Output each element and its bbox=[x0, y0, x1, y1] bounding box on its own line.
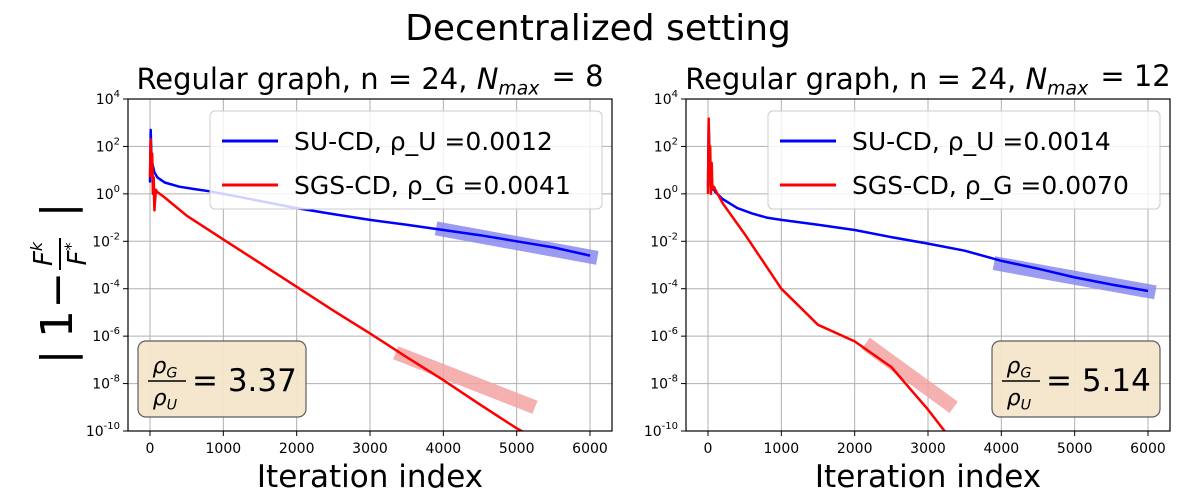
x-tick-label: 1000 bbox=[764, 441, 800, 457]
chart-title: Regular graph, n = 24, Nmax = 12 bbox=[685, 59, 1171, 100]
ratio-box bbox=[991, 340, 1161, 418]
fit-band bbox=[861, 337, 958, 413]
legend-label: SGS-CD, ρ_G =0.0070 bbox=[852, 171, 1129, 200]
y-tick-label: 10-4 bbox=[92, 279, 120, 298]
legend-label: SU-CD, ρ_U =0.0014 bbox=[852, 127, 1111, 156]
legend-box bbox=[209, 110, 603, 210]
y-axis-label-denominator: F* bbox=[61, 243, 93, 266]
plot-lines bbox=[706, 117, 1157, 431]
ratio-box bbox=[137, 340, 307, 418]
axes-frame bbox=[685, 98, 1171, 432]
y-tick-label: 10-4 bbox=[650, 279, 678, 298]
y-axis-label-one: 1 bbox=[32, 310, 83, 338]
axes-frame bbox=[127, 98, 613, 432]
series-line bbox=[148, 138, 525, 431]
figure-suptitle: Decentralized setting bbox=[405, 8, 791, 49]
legend-label: SU-CD, ρ_U =0.0012 bbox=[294, 127, 553, 156]
chart-panel-right: Regular graph, n = 24, Nmax = 12 0 1000 200… bbox=[644, 59, 1171, 495]
y-tick-label: 102 bbox=[96, 136, 120, 155]
y-tick-label: 10-10 bbox=[86, 421, 120, 440]
series-line bbox=[706, 117, 947, 431]
y-axis-label-minus: − bbox=[32, 272, 83, 309]
x-tick-label: 2000 bbox=[837, 441, 873, 457]
legend-label: SGS-CD, ρ_G =0.0041 bbox=[294, 171, 571, 200]
chart-title: Regular graph, n = 24, Nmax = 8 bbox=[136, 59, 603, 100]
y-tick-label: 10-2 bbox=[92, 231, 120, 250]
y-tick-label: 104 bbox=[96, 89, 120, 108]
ratio-denominator: ρU bbox=[1007, 384, 1034, 414]
y-tick-label: 10-10 bbox=[644, 421, 678, 440]
x-tick-label: 1000 bbox=[206, 441, 242, 457]
y-axis-label: | 1 − Fk F* | bbox=[27, 203, 93, 365]
x-axis-label: Iteration index bbox=[257, 459, 483, 495]
y-tick-label: 10-8 bbox=[92, 374, 120, 393]
ratio-numerator: ρG bbox=[1006, 352, 1033, 382]
y-axis-label-bar-right: | bbox=[32, 203, 83, 218]
y-tick-label: 10-6 bbox=[92, 326, 120, 345]
x-tick-label: 6000 bbox=[572, 441, 608, 457]
y-tick-label: 102 bbox=[654, 136, 678, 155]
x-tick-label: 0 bbox=[704, 441, 713, 457]
y-tick-label: 10-6 bbox=[650, 326, 678, 345]
x-tick-label: 6000 bbox=[1130, 441, 1166, 457]
ratio-value: = 5.14 bbox=[1046, 363, 1151, 399]
x-tick-label: 4000 bbox=[426, 441, 462, 457]
x-tick-label: 4000 bbox=[984, 441, 1020, 457]
fit-band bbox=[393, 346, 538, 414]
ratio-denominator: ρU bbox=[153, 384, 180, 414]
ratio-value: = 3.37 bbox=[192, 363, 297, 399]
x-tick-label: 5000 bbox=[499, 441, 535, 457]
chart-panel-left: Regular graph, n = 24, Nmax = 8 0 1000 2000… bbox=[86, 59, 613, 495]
y-tick-label: 10-2 bbox=[650, 231, 678, 250]
y-axis-label-numerator: Fk bbox=[27, 241, 59, 266]
x-tick-label: 0 bbox=[146, 441, 155, 457]
x-tick-label: 2000 bbox=[279, 441, 315, 457]
y-tick-label: 100 bbox=[96, 184, 120, 203]
y-tick-label: 104 bbox=[654, 89, 678, 108]
x-tick-label: 3000 bbox=[910, 441, 946, 457]
x-tick-label: 3000 bbox=[352, 441, 388, 457]
x-tick-label: 5000 bbox=[1057, 441, 1093, 457]
ratio-numerator: ρG bbox=[152, 352, 179, 382]
y-tick-label: 10-8 bbox=[650, 374, 678, 393]
y-tick-label: 100 bbox=[654, 184, 678, 203]
legend-box bbox=[767, 110, 1161, 210]
y-axis-label-bar-left: | bbox=[32, 350, 83, 365]
x-axis-label: Iteration index bbox=[815, 459, 1041, 495]
